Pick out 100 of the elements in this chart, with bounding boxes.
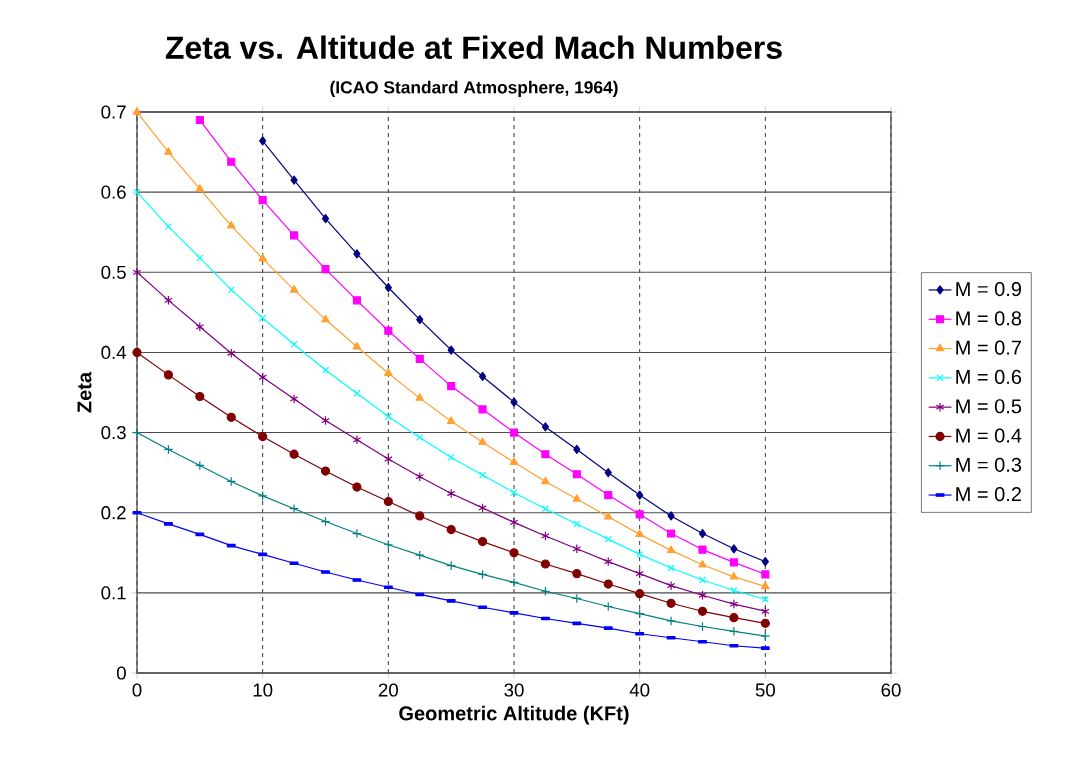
point	[635, 568, 644, 579]
point	[698, 528, 707, 539]
point	[541, 422, 550, 432]
point	[509, 428, 519, 437]
point	[666, 598, 676, 608]
legend-label: M = 0.6	[956, 369, 1022, 385]
point	[510, 489, 518, 497]
point	[572, 543, 582, 554]
point	[729, 599, 739, 609]
point	[730, 586, 738, 595]
point	[321, 314, 330, 323]
point	[132, 107, 142, 115]
point	[509, 457, 519, 465]
point	[730, 544, 738, 554]
point	[510, 397, 518, 407]
point	[573, 520, 581, 528]
y-tick-label: 0.3	[101, 425, 126, 440]
point	[195, 391, 205, 402]
point	[636, 490, 644, 500]
point	[195, 115, 204, 125]
point	[227, 157, 236, 166]
x-tick-label: 40	[629, 683, 650, 697]
point	[384, 368, 393, 376]
point	[290, 231, 299, 240]
point	[289, 503, 299, 514]
y-tick-label: 0.4	[101, 345, 127, 360]
point	[353, 389, 361, 397]
legend-label: M = 0.2	[956, 487, 1021, 502]
point	[289, 285, 299, 293]
chart-subtitle: (ICAO Standard Atmosphere, 1964)	[330, 80, 618, 97]
x-tick-label: 50	[755, 683, 775, 697]
point	[352, 528, 362, 539]
point	[698, 545, 707, 554]
legend-label: M = 0.8	[956, 311, 1022, 326]
point	[603, 556, 613, 567]
point	[478, 503, 487, 513]
point	[604, 535, 612, 543]
chart-title: Zeta vs. Altitude at Fixed Mach Numbers	[165, 35, 782, 59]
point	[352, 434, 362, 445]
point	[164, 295, 173, 306]
point	[572, 569, 582, 579]
point	[195, 184, 205, 192]
point	[259, 314, 267, 322]
point	[509, 548, 519, 558]
point	[226, 412, 236, 422]
point	[509, 517, 519, 528]
point	[761, 606, 770, 617]
point	[227, 286, 235, 294]
y-tick-label: 0	[116, 666, 126, 680]
point	[541, 450, 550, 459]
point	[446, 488, 456, 499]
point	[666, 580, 676, 591]
point	[541, 531, 550, 541]
point	[447, 453, 455, 462]
point	[635, 589, 645, 599]
point	[729, 571, 739, 580]
y-tick-label: 0.6	[101, 185, 126, 199]
point	[540, 559, 551, 569]
point	[761, 570, 770, 579]
point	[415, 393, 425, 401]
point	[164, 222, 173, 231]
point	[446, 524, 456, 535]
point	[258, 431, 268, 442]
point	[290, 175, 298, 185]
point	[290, 340, 298, 349]
point	[259, 136, 267, 146]
point	[384, 412, 392, 421]
point	[352, 296, 361, 305]
point	[635, 510, 644, 519]
point	[572, 494, 582, 502]
point	[226, 348, 236, 359]
point	[352, 341, 362, 350]
point	[603, 511, 613, 520]
point	[760, 631, 771, 641]
point	[698, 559, 707, 568]
point	[384, 454, 393, 464]
point	[352, 482, 362, 492]
point	[697, 606, 708, 616]
point	[416, 314, 424, 325]
legend-label: M = 0.9	[956, 281, 1021, 297]
point	[447, 345, 455, 355]
point	[415, 354, 424, 363]
point	[195, 321, 205, 332]
point	[257, 491, 268, 501]
legend-label: M = 0.5	[956, 399, 1022, 414]
point	[415, 471, 425, 482]
point	[289, 449, 299, 459]
y-tick-label: 0.5	[101, 265, 126, 279]
point	[416, 433, 424, 441]
point	[384, 326, 393, 335]
point	[353, 249, 361, 259]
x-tick-label: 0	[132, 683, 142, 697]
point	[573, 444, 581, 454]
point	[164, 147, 173, 155]
point	[478, 371, 487, 382]
point	[415, 511, 425, 521]
point	[667, 511, 675, 521]
point	[196, 254, 204, 262]
x-axis-title: Geometric Altitude (KFt)	[399, 705, 629, 725]
point	[729, 626, 739, 637]
